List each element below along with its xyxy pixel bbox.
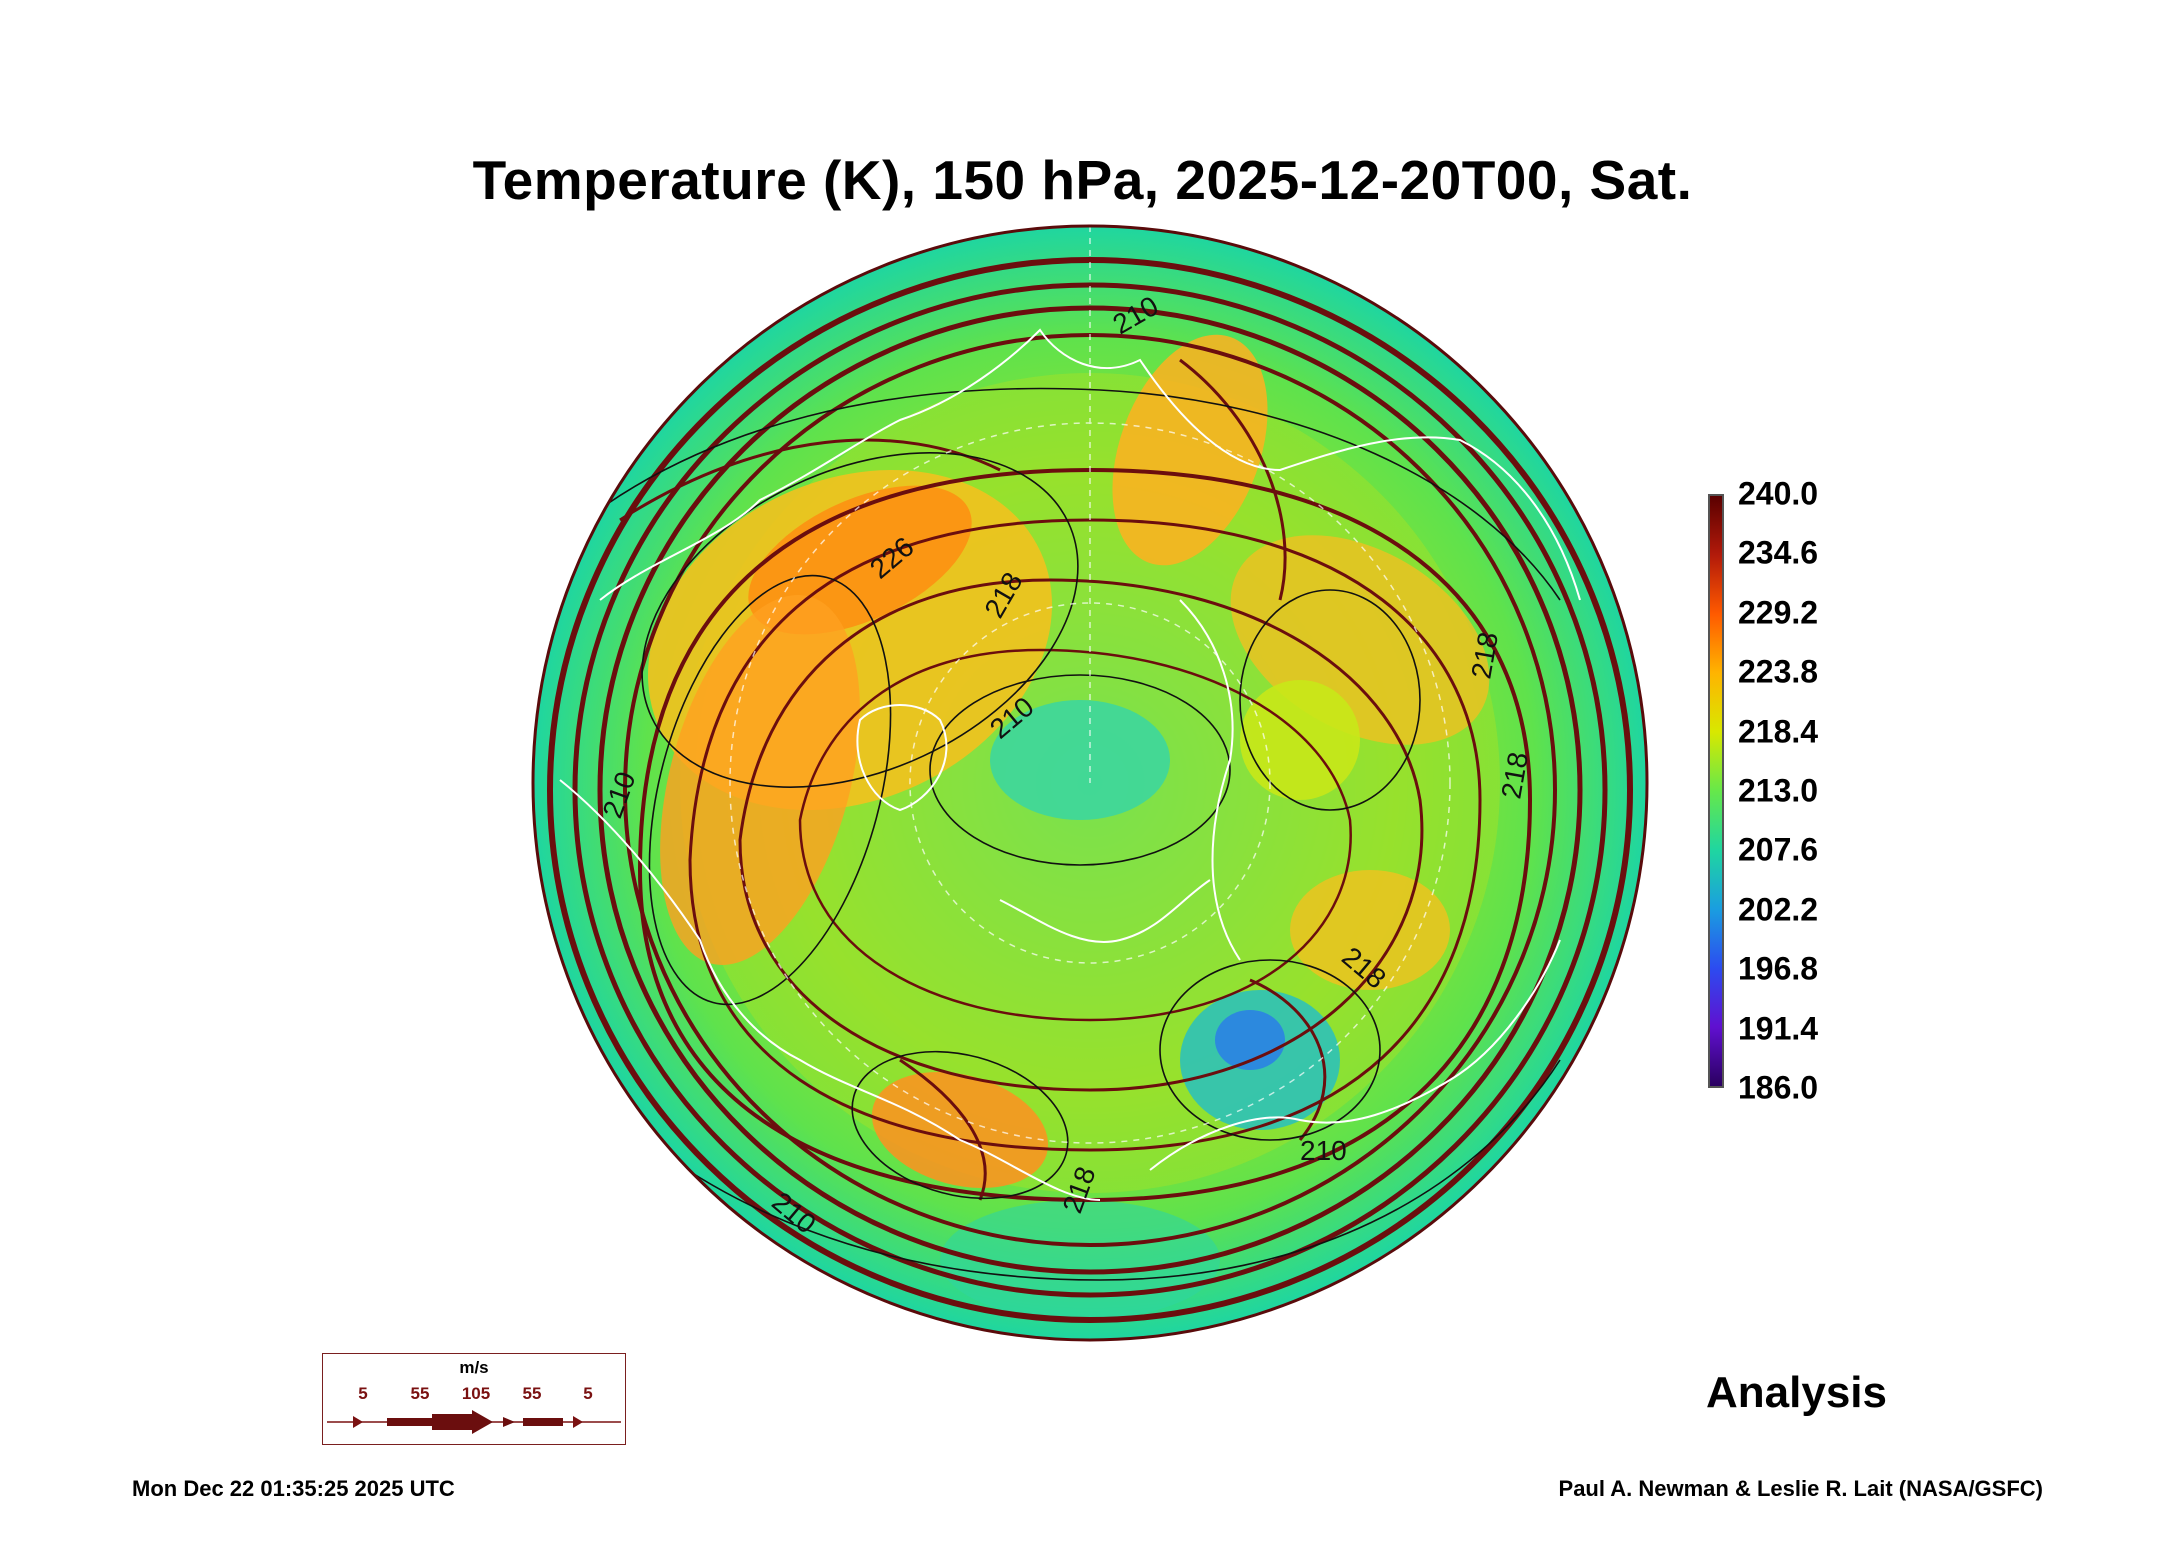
- colorbar-tick: 229.2: [1738, 594, 1819, 631]
- wind-legend-units: m/s: [459, 1358, 489, 1377]
- wind-legend-label: 105: [461, 1384, 491, 1403]
- colorbar-tick: 202.2: [1738, 891, 1819, 928]
- wind-speed-legend: m/s 5 55 105 55 5: [322, 1353, 626, 1445]
- coastlines: [559, 328, 1581, 1201]
- graticule: [729, 226, 1451, 1144]
- colorbar-tick: 191.4: [1738, 1010, 1819, 1047]
- colorbar-tick: 240.0: [1738, 475, 1819, 512]
- analysis-label: Analysis: [1706, 1368, 1887, 1417]
- wind-streamlines: [547, 257, 1633, 1323]
- wind-legend-label: 55: [410, 1384, 430, 1403]
- wind-legend-arrow: [327, 1410, 621, 1434]
- wind-legend-label: 5: [583, 1384, 593, 1403]
- wind-legend-label: 5: [358, 1384, 368, 1403]
- contour-label: 210: [1300, 1135, 1347, 1166]
- map-disc-border: [531, 224, 1649, 1342]
- colorbar-tick: 196.8: [1738, 950, 1819, 987]
- colorbar-tick: 234.6: [1738, 534, 1819, 571]
- credit: Paul A. Newman & Leslie R. Lait (NASA/GS…: [1558, 1476, 2043, 1501]
- wind-legend-label: 55: [522, 1384, 542, 1403]
- colorbar-tick: 213.0: [1738, 772, 1819, 809]
- timestamp: Mon Dec 22 01:35:25 2025 UTC: [132, 1476, 455, 1501]
- colorbar-tick: 223.8: [1738, 653, 1819, 690]
- colorbar: [1708, 494, 1724, 1088]
- colorbar-tick: 186.0: [1738, 1069, 1819, 1106]
- colorbar-tick: 218.4: [1738, 713, 1819, 750]
- colorbar-tick: 207.6: [1738, 831, 1819, 868]
- map-title: Temperature (K), 150 hPa, 2025-12-20T00,…: [472, 149, 1693, 211]
- temperature-contours: [559, 387, 1561, 1281]
